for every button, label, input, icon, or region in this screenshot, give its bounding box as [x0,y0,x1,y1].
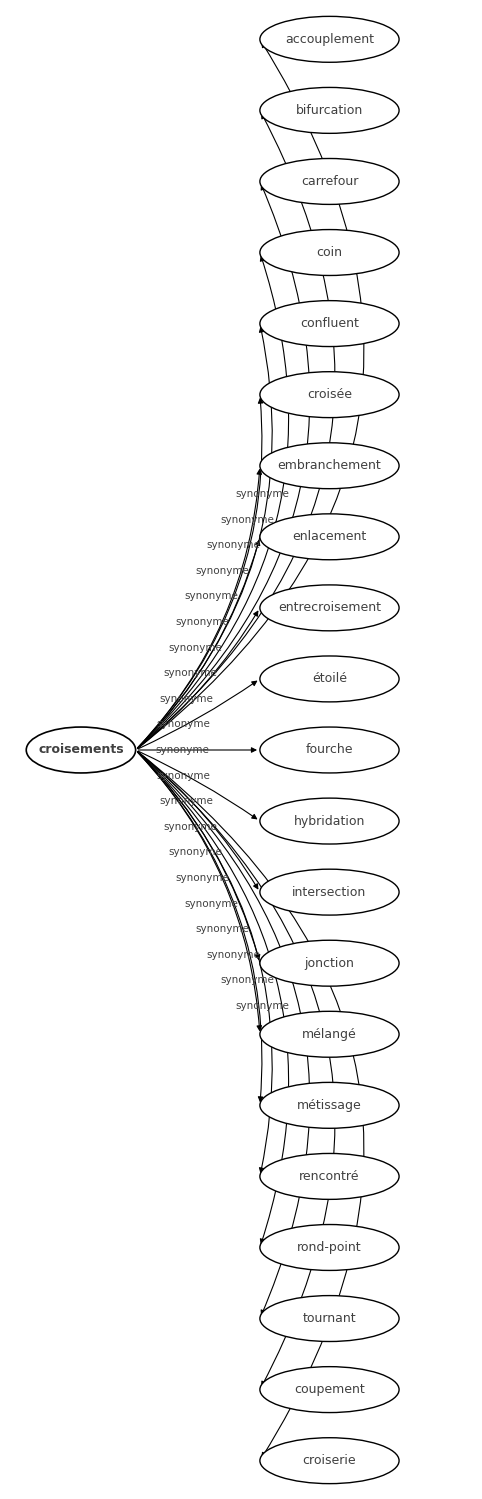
Ellipse shape [260,1367,399,1412]
Text: synonyme: synonyme [169,643,223,652]
Text: synonyme: synonyme [157,770,211,781]
Ellipse shape [260,514,399,559]
Text: synonyme: synonyme [176,618,230,627]
Ellipse shape [260,159,399,204]
Ellipse shape [260,1082,399,1129]
Text: synonyme: synonyme [236,1001,289,1010]
Text: synonyme: synonyme [185,592,239,601]
Text: rencontré: rencontré [299,1169,360,1183]
Text: étoilé: étoilé [312,673,347,685]
Text: croiserie: croiserie [303,1454,356,1468]
Text: synonyme: synonyme [163,669,217,678]
Text: synonyme: synonyme [159,796,213,806]
Text: hybridation: hybridation [294,814,365,827]
Ellipse shape [260,797,399,844]
Ellipse shape [260,301,399,346]
Text: synonyme: synonyme [195,565,249,576]
Text: synonyme: synonyme [220,514,274,525]
Ellipse shape [260,940,399,986]
Text: coupement: coupement [294,1384,365,1396]
Text: confluent: confluent [300,318,359,330]
Text: synonyme: synonyme [207,950,261,959]
Ellipse shape [260,1438,399,1484]
Text: synonyme: synonyme [195,925,249,934]
Text: synonyme: synonyme [159,694,213,705]
Text: entrecroisement: entrecroisement [278,601,381,615]
Text: intersection: intersection [293,886,367,898]
Text: coin: coin [317,246,343,259]
Text: enlacement: enlacement [293,531,367,543]
Text: synonyme: synonyme [169,847,223,857]
Ellipse shape [260,229,399,276]
Ellipse shape [260,1225,399,1271]
Text: embranchement: embranchement [278,459,381,472]
Text: fourche: fourche [306,744,353,757]
Ellipse shape [260,372,399,418]
Ellipse shape [260,727,399,773]
Text: rond-point: rond-point [297,1241,362,1255]
Text: synonyme: synonyme [207,540,261,550]
Ellipse shape [26,727,135,773]
Ellipse shape [260,585,399,631]
Text: carrefour: carrefour [301,175,358,187]
Text: mélangé: mélangé [302,1028,357,1040]
Ellipse shape [260,869,399,914]
Text: tournant: tournant [303,1312,356,1325]
Text: métissage: métissage [297,1099,362,1112]
Ellipse shape [260,657,399,702]
Ellipse shape [260,1153,399,1199]
Ellipse shape [260,1012,399,1057]
Ellipse shape [260,16,399,63]
Text: accouplement: accouplement [285,33,374,46]
Text: synonyme: synonyme [220,976,274,985]
Text: jonction: jonction [305,956,354,970]
Ellipse shape [260,442,399,489]
Text: synonyme: synonyme [157,720,211,730]
Text: synonyme: synonyme [156,745,210,755]
Ellipse shape [260,1295,399,1342]
Text: synonyme: synonyme [185,898,239,908]
Text: synonyme: synonyme [236,489,289,499]
Text: bifurcation: bifurcation [296,103,363,117]
Text: croisements: croisements [38,744,124,757]
Text: croisée: croisée [307,388,352,402]
Text: synonyme: synonyme [163,821,217,832]
Text: synonyme: synonyme [176,872,230,883]
Ellipse shape [260,87,399,133]
